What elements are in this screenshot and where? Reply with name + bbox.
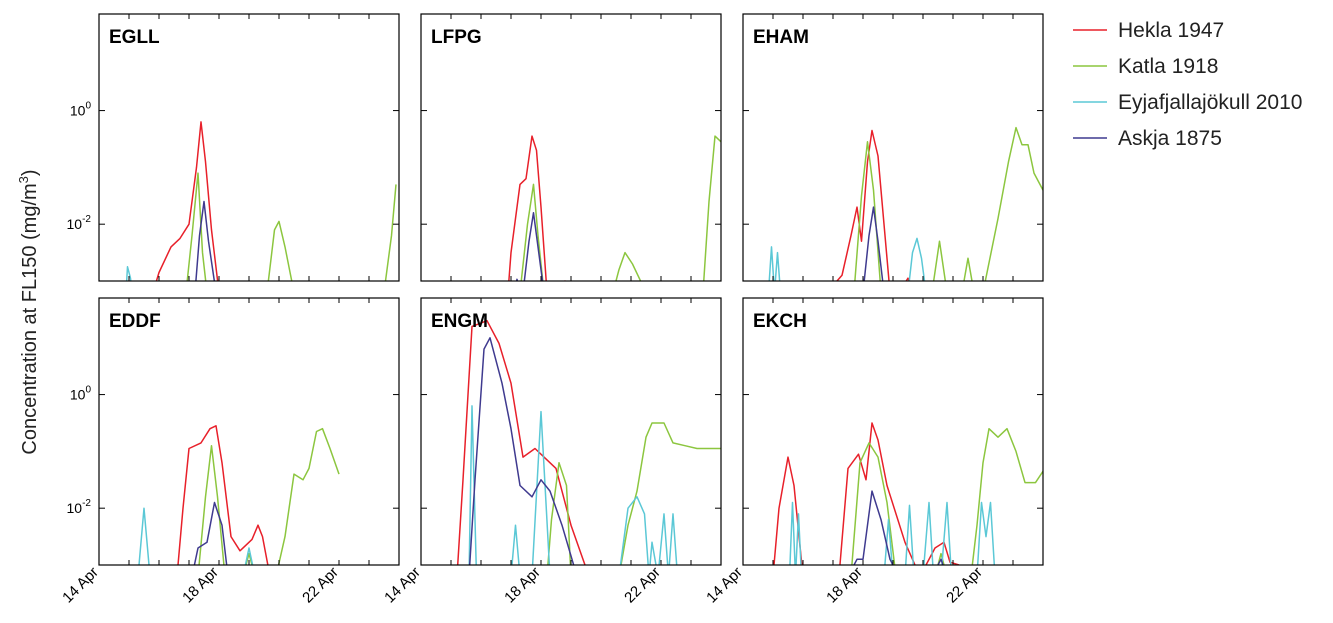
series-line-eyja: [789, 501, 996, 565]
ytick-exponent: -2: [82, 498, 91, 509]
panel-lines: [125, 121, 397, 281]
ytick-label: 100: [70, 385, 92, 403]
series-line-katla: [854, 126, 1043, 281]
series-line-katla: [520, 135, 721, 281]
legend-label: Askja 1875: [1118, 127, 1222, 150]
series-line-askja: [468, 337, 575, 565]
series-line-askja: [863, 206, 884, 281]
panel-label: EDDF: [109, 311, 161, 332]
ytick-exponent: 0: [85, 101, 91, 112]
legend-label: Katla 1918: [1118, 55, 1218, 78]
xtick-label: 14 Apr: [59, 564, 102, 607]
panel-label: EHAM: [753, 27, 809, 48]
series-line-askja: [193, 501, 228, 565]
xtick-label: 14 Apr: [703, 564, 746, 607]
panel-frame: [742, 297, 1044, 566]
series-line-katla: [547, 422, 721, 565]
ytick-label: 10-2: [67, 498, 92, 516]
panel-label: EGLL: [109, 27, 160, 48]
ytick-base: 10: [70, 387, 86, 403]
panel-label: ENGM: [431, 311, 488, 332]
panel-ekch: EKCH 14 Apr 18 Apr 22 Apr: [703, 297, 1044, 607]
y-axis-label-exponent: 3: [16, 176, 31, 183]
panel-frame: [98, 13, 400, 282]
series-line-hekla: [508, 135, 566, 281]
series-line-askja: [515, 212, 544, 281]
panel-lines: [508, 135, 721, 281]
panel-label: LFPG: [431, 27, 482, 48]
xtick-label: 18 Apr: [823, 564, 866, 607]
panel-lines: [456, 319, 721, 565]
xtick-label: 22 Apr: [299, 564, 342, 607]
panel-frame: [420, 13, 722, 282]
ytick-base: 10: [70, 103, 86, 119]
series-line-hekla: [155, 121, 219, 281]
series-line-eyja: [125, 266, 132, 281]
series-line-hekla: [836, 129, 910, 281]
panel-lfpg: LFPG: [420, 13, 722, 282]
series-line-hekla: [773, 422, 960, 565]
legend: Hekla 1947 Katla 1918 Eyjafjallajökull 201…: [1073, 19, 1302, 150]
y-axis-label-text: Concentration at FL150 (mg/m: [19, 183, 41, 454]
ytick-exponent: 0: [85, 385, 91, 396]
legend-label: Eyjafjallajökull 2010: [1118, 91, 1302, 114]
ytick-exponent: -2: [82, 214, 91, 225]
xtick-label: 14 Apr: [381, 564, 424, 607]
ytick-base: 10: [67, 500, 83, 516]
ytick-label: 100: [70, 101, 92, 119]
series-line-katla: [851, 427, 1043, 565]
series-line-katla: [186, 172, 397, 281]
series-line-eyja: [768, 237, 926, 281]
panel-frame: [742, 13, 1044, 282]
series-line-katla: [198, 427, 340, 565]
panel-engm: ENGM 14 Apr 18 Apr 22 Apr: [381, 297, 722, 607]
xtick-label: 18 Apr: [501, 564, 544, 607]
panel-label: EKCH: [753, 311, 807, 332]
xtick-label: 18 Apr: [179, 564, 222, 607]
series-line-hekla: [456, 319, 586, 565]
series-line-askja: [853, 490, 944, 565]
ytick-base: 10: [67, 216, 83, 232]
panel-lines: [773, 422, 1043, 565]
panel-frame: [98, 297, 400, 566]
panel-eham: EHAM: [742, 13, 1044, 282]
y-axis-label-unit-end: ): [19, 169, 41, 176]
series-line-eyja: [468, 405, 678, 565]
panel-lines: [768, 126, 1043, 281]
series-line-eyja: [138, 507, 254, 565]
xtick-label: 22 Apr: [943, 564, 986, 607]
xtick-label: 22 Apr: [621, 564, 664, 607]
y-axis-label: Concentration at FL150 (mg/m3): [16, 169, 41, 454]
series-line-hekla: [177, 425, 269, 565]
series-line-askja: [195, 200, 216, 281]
ytick-label: 10-2: [67, 214, 92, 232]
panel-lines: [138, 425, 340, 565]
legend-label: Hekla 1947: [1118, 19, 1224, 42]
